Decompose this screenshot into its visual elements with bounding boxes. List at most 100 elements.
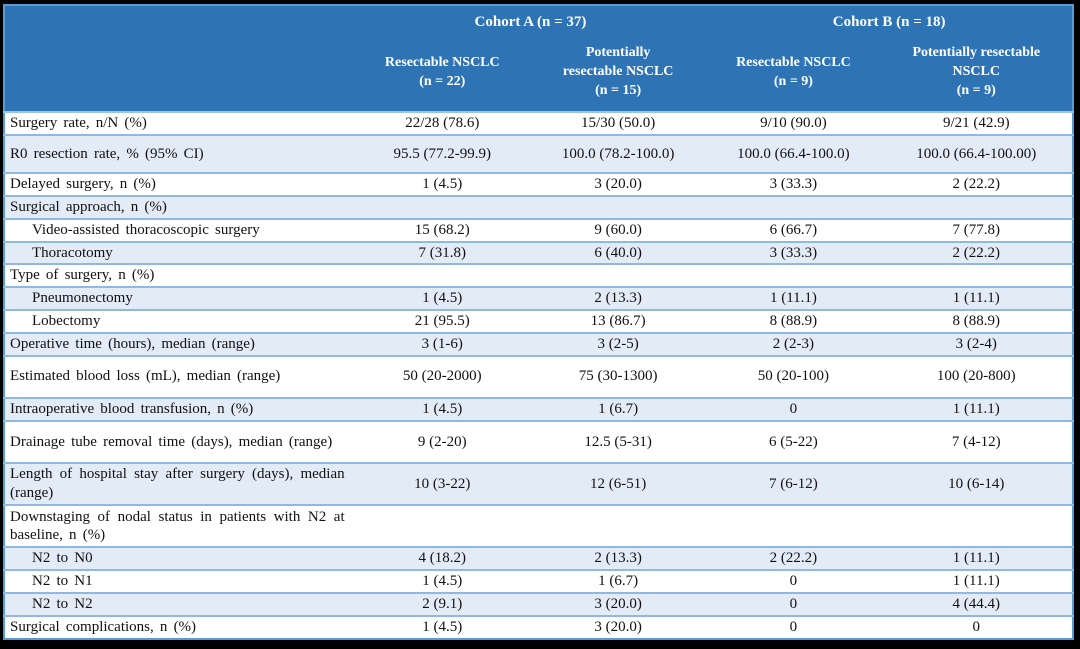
table-row: Surgery rate, n/N (%) 22/28 (78.6) 15/30 (… — [4, 111, 1073, 135]
cell-value: 10 (3-22) — [354, 461, 530, 506]
cell-value: 8 (88.9) — [880, 309, 1073, 333]
cell-value: 100.0 (66.4-100.00) — [880, 133, 1073, 174]
row-label: Estimated blood loss (mL), median (range… — [4, 354, 355, 398]
cell-value — [354, 194, 530, 219]
cell-value: 1 (4.5) — [354, 286, 530, 311]
cell-value — [529, 263, 707, 288]
cell-value — [880, 504, 1073, 548]
cell-value — [529, 504, 707, 548]
table-row: Thoracotomy 7 (31.8) 6 (40.0) 3 (33.3) 2 (22… — [4, 240, 1073, 265]
cell-value: 2 (22.2) — [706, 546, 881, 571]
column-header-potentially-resectable-b: Potentially resectable NSCLC (n = 9) — [880, 34, 1073, 113]
cell-value: 12 (6-51) — [529, 461, 707, 506]
cell-value: 9 (2-20) — [354, 419, 530, 463]
surgery-outcomes-table: Cohort A (n = 37) Cohort B (n = 18) Rese… — [3, 4, 1074, 640]
table-figure-frame: Cohort A (n = 37) Cohort B (n = 18) Rese… — [3, 4, 1074, 640]
cell-value: 22/28 (78.6) — [354, 111, 530, 135]
table-row: N2 to N1 1 (4.5) 1 (6.7) 0 1 (11.1) — [4, 569, 1073, 594]
cell-value: 7 (6-12) — [706, 461, 881, 506]
cell-value: 1 (6.7) — [529, 396, 707, 421]
cohort-group-row: Cohort A (n = 37) Cohort B (n = 18) — [4, 5, 1073, 34]
row-label: Length of hospital stay after surgery (d… — [4, 461, 355, 506]
cell-value: 2 (13.3) — [529, 546, 707, 571]
cell-value: 2 (22.2) — [880, 240, 1073, 265]
cell-value: 9 (60.0) — [529, 217, 707, 242]
cohort-b-header: Cohort B (n = 18) — [706, 5, 1073, 34]
cell-value: 3 (2-5) — [529, 331, 707, 356]
cell-value — [880, 194, 1073, 219]
cell-value: 9/21 (42.9) — [880, 111, 1073, 135]
header-corner-cell — [4, 34, 355, 113]
table-row: Downstaging of nodal status in patients … — [4, 504, 1073, 548]
cell-value: 6 (66.7) — [706, 217, 881, 242]
column-header-resectable-a: Resectable NSCLC (n = 22) — [354, 34, 530, 113]
table-header: Cohort A (n = 37) Cohort B (n = 18) Rese… — [4, 5, 1073, 113]
row-label: Type of surgery, n (%) — [4, 263, 355, 288]
cell-value: 13 (86.7) — [529, 309, 707, 333]
table-row: Pneumonectomy 1 (4.5) 2 (13.3) 1 (11.1) 1 (1… — [4, 286, 1073, 311]
cell-value: 1 (4.5) — [354, 396, 530, 421]
cell-value: 3 (2-4) — [880, 331, 1073, 356]
table-row: Surgical complications, n (%) 1 (4.5) 3 (2… — [4, 614, 1073, 639]
cell-value: 95.5 (77.2-99.9) — [354, 133, 530, 174]
cell-value: 1 (11.1) — [880, 396, 1073, 421]
cell-value — [706, 263, 881, 288]
cell-value: 75 (30-1300) — [529, 354, 707, 398]
cell-value: 1 (4.5) — [354, 172, 530, 196]
table-row: Delayed surgery, n (%) 1 (4.5) 3 (20.0) 3 (… — [4, 172, 1073, 196]
row-label: R0 resection rate, % (95% CI) — [4, 133, 355, 174]
table-row: N2 to N0 4 (18.2) 2 (13.3) 2 (22.2) 1 (11.1) — [4, 546, 1073, 571]
cell-value: 7 (31.8) — [354, 240, 530, 265]
table-row: Type of surgery, n (%) — [4, 263, 1073, 288]
cell-value: 0 — [706, 396, 881, 421]
cell-value: 0 — [706, 569, 881, 594]
cell-value: 2 (9.1) — [354, 592, 530, 616]
row-label: Video-assisted thoracoscopic surgery — [4, 217, 355, 242]
cell-value: 4 (18.2) — [354, 546, 530, 571]
cell-value: 1 (11.1) — [880, 286, 1073, 311]
cell-value: 3 (20.0) — [529, 592, 707, 616]
row-label: Delayed surgery, n (%) — [4, 172, 355, 196]
cell-value: 1 (4.5) — [354, 569, 530, 594]
cell-value: 7 (77.8) — [880, 217, 1073, 242]
table-row: Video-assisted thoracoscopic surgery 15 (… — [4, 217, 1073, 242]
cell-value: 4 (44.4) — [880, 592, 1073, 616]
table-row: Surgical approach, n (%) — [4, 194, 1073, 219]
column-header-row: Resectable NSCLC (n = 22) Potentially re… — [4, 34, 1073, 113]
cell-value: 10 (6-14) — [880, 461, 1073, 506]
table-row: Length of hospital stay after surgery (d… — [4, 461, 1073, 506]
cell-value: 50 (20-2000) — [354, 354, 530, 398]
row-label: Surgical complications, n (%) — [4, 614, 355, 639]
table-row: Drainage tube removal time (days), media… — [4, 419, 1073, 463]
row-label: N2 to N0 — [4, 546, 355, 571]
row-label: N2 to N1 — [4, 569, 355, 594]
row-label: Surgery rate, n/N (%) — [4, 111, 355, 135]
cell-value: 0 — [706, 614, 881, 639]
cell-value: 100.0 (78.2-100.0) — [529, 133, 707, 174]
column-header-resectable-b: Resectable NSCLC (n = 9) — [706, 34, 881, 113]
cell-value: 6 (40.0) — [529, 240, 707, 265]
cell-value: 1 (6.7) — [529, 569, 707, 594]
cell-value: 21 (95.5) — [354, 309, 530, 333]
cell-value: 1 (11.1) — [706, 286, 881, 311]
cell-value — [529, 194, 707, 219]
cell-value: 3 (20.0) — [529, 172, 707, 196]
row-label: Thoracotomy — [4, 240, 355, 265]
cell-value: 0 — [706, 592, 881, 616]
cell-value: 3 (33.3) — [706, 172, 881, 196]
row-label: Intraoperative blood transfusion, n (%) — [4, 396, 355, 421]
cell-value — [706, 194, 881, 219]
cell-value: 6 (5-22) — [706, 419, 881, 463]
cell-value: 9/10 (90.0) — [706, 111, 881, 135]
table-row: Intraoperative blood transfusion, n (%) 1… — [4, 396, 1073, 421]
table-row: Lobectomy 21 (95.5) 13 (86.7) 8 (88.9) 8 (88… — [4, 309, 1073, 333]
table-row: Estimated blood loss (mL), median (range… — [4, 354, 1073, 398]
cell-value: 12.5 (5-31) — [529, 419, 707, 463]
cell-value: 8 (88.9) — [706, 309, 881, 333]
table-row: N2 to N2 2 (9.1) 3 (20.0) 0 4 (44.4) — [4, 592, 1073, 616]
cell-value: 3 (33.3) — [706, 240, 881, 265]
table-row: Operative time (hours), median (range) 3 … — [4, 331, 1073, 356]
cell-value: 15/30 (50.0) — [529, 111, 707, 135]
row-label: Operative time (hours), median (range) — [4, 331, 355, 356]
cell-value — [706, 504, 881, 548]
